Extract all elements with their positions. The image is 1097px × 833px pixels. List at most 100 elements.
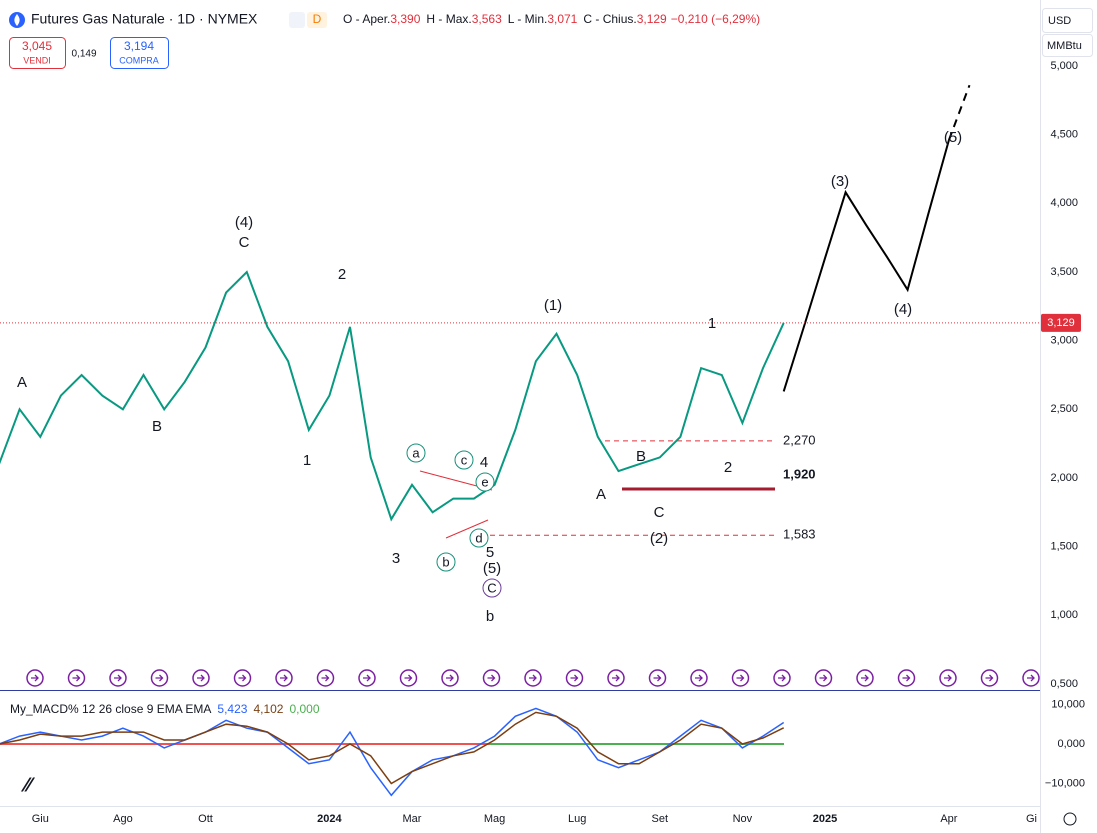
triangle-lower xyxy=(445,519,489,539)
wave-circle xyxy=(469,528,489,548)
macd-line xyxy=(0,707,785,797)
time-tick-label: Gi xyxy=(1026,813,1037,825)
macd-legend: My_MACD% 12 26 close 9 EMA EMA 5,423 4,102… xyxy=(10,702,320,716)
ohlc-label: L - Min. xyxy=(508,12,548,26)
event-arrow xyxy=(280,674,288,682)
event-arrow xyxy=(114,674,122,682)
wave-circle xyxy=(406,443,426,463)
wave-circle xyxy=(482,578,502,598)
event-arrow xyxy=(155,674,164,682)
event-arrow xyxy=(31,674,39,682)
wave-label: (4) xyxy=(235,214,253,231)
event-arrow xyxy=(529,674,537,682)
flame-icon xyxy=(14,14,20,26)
time-tick-label: Giu xyxy=(32,813,49,825)
price-tick-label: 1,500 xyxy=(1050,541,1078,553)
event-arrow xyxy=(363,674,371,682)
wave-circle xyxy=(475,472,495,492)
wave-label: (4) xyxy=(894,301,912,318)
time-tick-label: Mar xyxy=(403,813,422,825)
projection-line xyxy=(782,139,950,392)
macd-title: My_MACD% 12 26 close 9 EMA EMA xyxy=(10,702,211,716)
wave-label: 4 xyxy=(480,454,488,471)
event-arrow xyxy=(72,674,81,682)
level-label: 1,920 xyxy=(783,466,816,481)
currency: USD xyxy=(1048,15,1071,27)
event-arrow xyxy=(197,674,205,682)
wave-label: 1 xyxy=(708,315,716,332)
macd-tick-label: −10,000 xyxy=(1045,777,1085,789)
price-tick-label: 0,500 xyxy=(1050,678,1078,690)
wave-label: A xyxy=(596,486,606,503)
ohlc-value: 3,071 xyxy=(547,12,577,26)
buy-price: 3,194 xyxy=(124,39,154,53)
macd-line xyxy=(0,711,785,785)
macd-tick-label: 10,000 xyxy=(1051,698,1085,710)
time-tick-label: Set xyxy=(652,813,669,825)
projection-line xyxy=(947,84,971,141)
price-tick-label: 5,000 xyxy=(1050,60,1078,72)
currency-select[interactable] xyxy=(1042,8,1093,33)
last-price-box xyxy=(1041,313,1081,332)
time-tick-label: 2025 xyxy=(813,813,837,825)
badge[interactable]: D xyxy=(313,12,322,26)
event-arrow xyxy=(404,674,413,682)
event-arrow xyxy=(570,674,579,682)
time-tick-label: Ago xyxy=(113,813,133,825)
macd-readout: 5,423 xyxy=(217,702,247,716)
badge-bg xyxy=(307,12,327,28)
symbol-title[interactable]: Futures Gas Naturale · 1D · NYMEX xyxy=(31,11,258,27)
price-tick-label: 2,500 xyxy=(1050,403,1078,415)
wave-label: (1) xyxy=(544,297,562,314)
ohlc-change: −0,210 (−6,29%) xyxy=(671,12,760,26)
event-arrow xyxy=(736,674,745,682)
event-arrow xyxy=(612,674,620,682)
sell-button[interactable] xyxy=(9,37,66,69)
event-arrow xyxy=(778,674,786,682)
wave-label: d xyxy=(475,530,482,545)
ohlc-value: 3,563 xyxy=(472,12,502,26)
macd-tick-label: 0,000 xyxy=(1057,738,1085,750)
time-tick-label: Lug xyxy=(568,813,586,825)
wave-label: B xyxy=(636,448,646,465)
price-tick-label: 4,500 xyxy=(1050,129,1078,141)
buy-button[interactable] xyxy=(110,37,169,69)
time-tick-label: 2024 xyxy=(317,813,342,825)
ohlc-label: H - Max. xyxy=(426,12,471,26)
eye-button[interactable] xyxy=(289,12,305,28)
buy-label: COMPRA xyxy=(119,55,159,65)
wave-label: b xyxy=(442,554,449,569)
event-arrow xyxy=(487,674,496,682)
price-tick-label: 2,000 xyxy=(1050,472,1078,484)
wave-circle xyxy=(436,552,456,572)
wave-label: c xyxy=(461,452,468,467)
unit: MMBtu xyxy=(1047,40,1082,52)
tv-logo[interactable]: ⁄⁄ xyxy=(21,774,36,796)
event-arrow xyxy=(902,674,911,682)
wave-label: (5) xyxy=(944,129,962,146)
ohlc-value: 3,390 xyxy=(390,12,420,26)
wave-label: A xyxy=(17,374,27,391)
macd-readout: 4,102 xyxy=(253,702,283,716)
wave-label: b xyxy=(486,608,494,625)
time-tick-label: Ott xyxy=(198,813,213,825)
event-arrow xyxy=(653,674,662,682)
event-arrow xyxy=(1027,674,1035,682)
wave-label: 2 xyxy=(338,266,346,283)
price-line xyxy=(0,270,785,522)
unit-select[interactable] xyxy=(1042,34,1093,57)
wave-label: 2 xyxy=(724,459,732,476)
time-tick-label: Nov xyxy=(733,813,753,825)
event-arrow xyxy=(861,674,869,682)
last-price-label: 3,129 xyxy=(1047,317,1075,329)
time-tick-label: Apr xyxy=(940,813,957,825)
level-label: 1,583 xyxy=(783,527,816,542)
wave-label: 5 xyxy=(486,544,494,561)
settings-icon[interactable] xyxy=(1063,812,1077,826)
price-tick-label: 3,500 xyxy=(1050,266,1078,278)
wave-label: (5) xyxy=(483,560,501,577)
wave-label: C xyxy=(487,580,496,595)
